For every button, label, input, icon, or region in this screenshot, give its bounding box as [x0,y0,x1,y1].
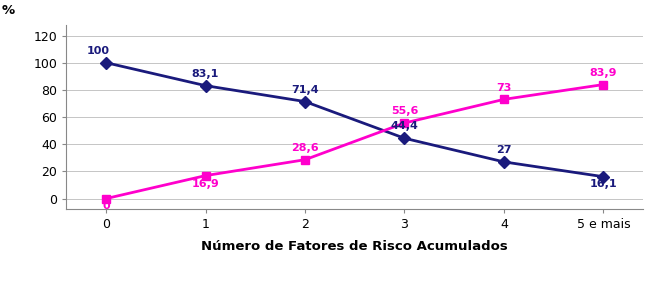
Text: 83,9: 83,9 [589,68,617,78]
Line: Normal: Normal [102,59,607,181]
X-axis label: Número de Fatores de Risco Acumulados: Número de Fatores de Risco Acumulados [202,240,508,253]
Normal [400,136,408,140]
Text: 0: 0 [102,201,110,211]
Line: Hipertensão: Hipertensão [102,80,607,203]
Hipertensão [599,83,607,87]
Hipertensão [102,197,110,201]
Text: 55,6: 55,6 [391,106,418,116]
Hipertensão [202,174,210,177]
Text: 100: 100 [87,46,109,56]
Normal [500,160,508,164]
Normal [102,61,110,65]
Normal [202,84,210,87]
Text: 28,6: 28,6 [291,143,319,153]
Text: 71,4: 71,4 [291,85,319,95]
Text: 16,9: 16,9 [192,179,219,189]
Hipertensão [301,158,309,162]
Text: 27: 27 [496,145,512,155]
Hipertensão [500,98,508,101]
Normal [301,100,309,103]
Text: 16,1: 16,1 [589,179,617,189]
Hipertensão [400,121,408,125]
Text: 44,4: 44,4 [391,121,418,132]
Text: 83,1: 83,1 [192,69,219,79]
Text: %: % [2,4,15,17]
Normal [599,175,607,179]
Text: 73: 73 [496,83,512,93]
